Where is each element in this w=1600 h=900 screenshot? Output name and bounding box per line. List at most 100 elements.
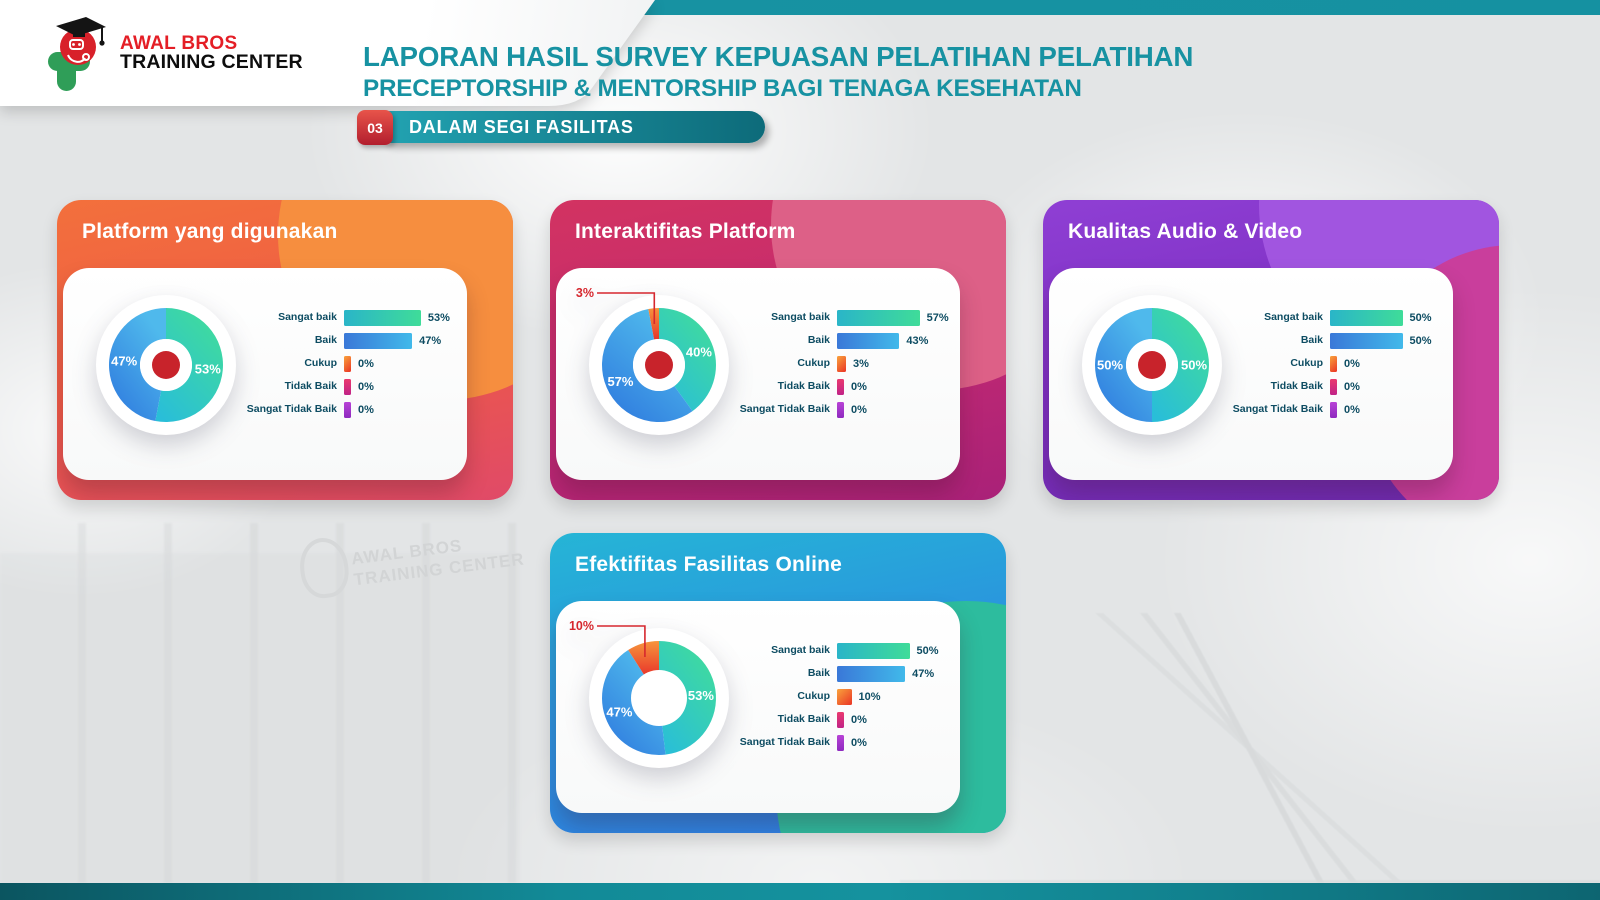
donut-segment-label: 47% [111, 354, 137, 369]
bar [1330, 356, 1337, 372]
bar-row: Cukup 3% [738, 356, 956, 372]
bar [837, 402, 844, 418]
donut-chart: 40% 57% 3% [564, 273, 754, 456]
bar-category-label: Tidak Baik [777, 713, 830, 726]
bar-value-label: 0% [358, 404, 374, 416]
bar-value-label: 10% [858, 691, 881, 703]
card-panel: 40% 57% 3% Sangat baik 57% Baik 43% Cukup 3% Tid… [556, 268, 960, 480]
bar-value-label: 50% [1409, 312, 1432, 324]
donut-segment-blue [602, 309, 693, 422]
bar [344, 333, 413, 349]
bar-row: Tidak Baik 0% [1231, 379, 1449, 395]
bar-row: Baik 47% [245, 333, 463, 349]
bar-row: Cukup 0% [245, 356, 463, 372]
bar-value-label: 0% [1344, 381, 1360, 393]
bar-value-label: 47% [419, 335, 442, 347]
card-interaktifitas-platform: Interaktifitas Platform 40% 57% 3% Sangat … [550, 200, 1006, 500]
donut-center-dot [152, 351, 180, 379]
bar-row: Sangat Tidak Baik 0% [1231, 402, 1449, 418]
bar-row: Sangat baik 50% [738, 643, 956, 659]
bar [837, 310, 920, 326]
donut-chart: 50% 50% [1057, 273, 1247, 456]
bar [344, 356, 351, 372]
bar-value-label: 50% [916, 645, 939, 657]
donut-segment-label: 53% [195, 361, 221, 376]
card-platform-yang-digunakan: Platform yang digunakan 53% 47% Sangat ba… [57, 200, 513, 500]
logo-text-awal-bros: AWAL BROS [120, 32, 238, 54]
logo-mark-icon [40, 10, 114, 96]
bar-category-label: Cukup [1290, 357, 1323, 370]
section-number-badge: 03 [357, 110, 393, 145]
bar-value-label: 47% [912, 668, 935, 680]
bar-category-label: Tidak Baik [1270, 380, 1323, 393]
bar-row: Sangat Tidak Baik 0% [738, 402, 956, 418]
donut-segment-teal [659, 641, 717, 755]
bar-row: Tidak Baik 0% [738, 712, 956, 728]
bar-value-label: 3% [853, 358, 869, 370]
bar-category-label: Sangat baik [771, 644, 830, 657]
card-panel: 50% 50% Sangat baik 50% Baik 50% Cukup 0% Tidak… [1049, 268, 1453, 480]
bar-value-label: 0% [358, 381, 374, 393]
bar [344, 379, 351, 395]
bar-value-label: 43% [906, 335, 929, 347]
bar-row: Sangat baik 50% [1231, 310, 1449, 326]
bar-category-label: Sangat Tidak Baik [246, 403, 337, 416]
logo-text-training-center: TRAINING CENTER [120, 50, 303, 73]
bar [1330, 402, 1337, 418]
card-efektifitas-fasilitas-online: Efektifitas Fasilitas Online 53% 47% 10% S… [550, 533, 1006, 833]
bar [837, 333, 900, 349]
donut-segment-label: 50% [1181, 358, 1207, 373]
donut-segment-label: 40% [686, 345, 712, 360]
bar-category-label: Sangat baik [1264, 311, 1323, 324]
bar-row: Tidak Baik 0% [738, 379, 956, 395]
donut-segment-blue [1095, 308, 1152, 422]
bar-row: Cukup 10% [738, 689, 956, 705]
bar-value-label: 0% [1344, 404, 1360, 416]
card-title: Kualitas Audio & Video [1068, 220, 1303, 243]
card-panel: 53% 47% 10% Sangat baik 50% Baik 47% Cukup 10% T… [556, 601, 960, 813]
card-title: Platform yang digunakan [82, 220, 338, 243]
bar-category-label: Cukup [304, 357, 337, 370]
bar-chart: Sangat baik 57% Baik 43% Cukup 3% Tidak Baik 0%… [738, 310, 956, 425]
bar-row: Sangat baik 57% [738, 310, 956, 326]
donut-segment-blue [602, 650, 666, 755]
bar-category-label: Cukup [797, 357, 830, 370]
top-accent-strip [596, 0, 1600, 15]
section-badge: 03 DALAM SEGI FASILITAS [357, 110, 765, 145]
donut-segment-teal [1152, 308, 1209, 422]
bar-category-label: Sangat Tidak Baik [739, 736, 830, 749]
bar-category-label: Cukup [797, 690, 830, 703]
bar [837, 689, 852, 705]
bar [1330, 379, 1337, 395]
bar-value-label: 53% [427, 312, 450, 324]
donut-segment-label: 53% [688, 688, 714, 703]
bar-category-label: Sangat baik [771, 311, 830, 324]
card-title: Interaktifitas Platform [575, 220, 796, 243]
donut-segment-label: 50% [1097, 358, 1123, 373]
bar-category-label: Sangat Tidak Baik [1232, 403, 1323, 416]
bar-row: Sangat Tidak Baik 0% [738, 735, 956, 751]
bar-row: Tidak Baik 0% [245, 379, 463, 395]
bar-value-label: 0% [851, 714, 867, 726]
bar-value-label: 57% [926, 312, 949, 324]
bar [344, 310, 421, 326]
bar-category-label: Tidak Baik [777, 380, 830, 393]
bar-row: Cukup 0% [1231, 356, 1449, 372]
bar [837, 356, 846, 372]
bar-category-label: Sangat baik [278, 311, 337, 324]
bar [344, 402, 351, 418]
bar-category-label: Tidak Baik [284, 380, 337, 393]
bar-value-label: 0% [851, 404, 867, 416]
bar-value-label: 50% [1409, 335, 1432, 347]
bar [837, 379, 844, 395]
header-panel: AWAL BROS TRAINING CENTER [0, 0, 760, 106]
bar [837, 735, 844, 751]
bar-value-label: 0% [851, 737, 867, 749]
bar-chart: Sangat baik 50% Baik 50% Cukup 0% Tidak Baik 0%… [1231, 310, 1449, 425]
donut-center-dot [645, 351, 673, 379]
page-title: LAPORAN HASIL SURVEY KEPUASAN PELATIHAN … [363, 41, 1193, 103]
bar [1330, 333, 1403, 349]
bar-category-label: Baik [314, 334, 337, 347]
bar [837, 666, 906, 682]
donut-segment-teal [155, 308, 224, 422]
